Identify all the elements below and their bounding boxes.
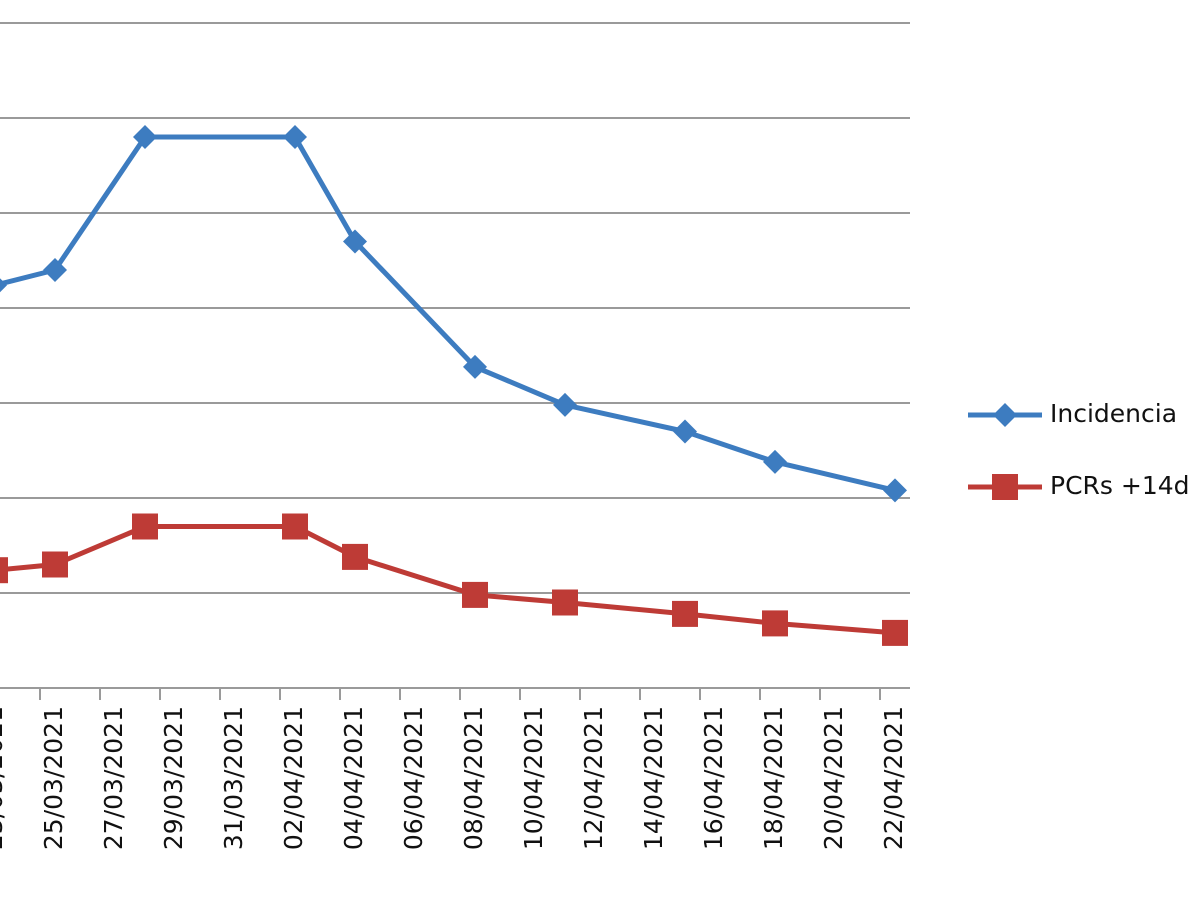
data-point — [463, 354, 487, 379]
legend-marker — [993, 403, 1017, 427]
data-point — [282, 513, 308, 540]
x-tick-label: 22/04/2021 — [879, 706, 908, 850]
data-point — [343, 229, 367, 254]
data-point — [342, 543, 368, 570]
legend-label: PCRs +14d — [1050, 471, 1190, 500]
x-tick-label: 10/04/2021 — [519, 706, 548, 850]
x-tick-label: 14/04/2021 — [639, 706, 668, 850]
data-point — [883, 478, 907, 503]
data-point — [42, 551, 68, 578]
x-tick-label: 31/03/2021 — [219, 706, 248, 850]
data-point — [462, 581, 488, 608]
legend-marker — [992, 474, 1018, 500]
data-point — [43, 258, 67, 282]
x-tick-label: 06/04/2021 — [399, 706, 428, 850]
series-line — [0, 134, 896, 493]
data-point — [132, 513, 158, 540]
x-tick-label: 16/04/2021 — [699, 706, 728, 850]
legend-label: Incidencia — [1050, 399, 1177, 428]
data-point — [283, 125, 307, 149]
x-tick-label: 08/04/2021 — [459, 706, 488, 850]
data-point — [553, 392, 577, 417]
x-tick-label: 23/03/2021 — [0, 706, 8, 850]
data-point — [552, 589, 578, 616]
data-point — [133, 125, 157, 149]
x-tick-label: 12/04/2021 — [579, 706, 608, 850]
x-tick-label: 27/03/2021 — [99, 706, 128, 850]
data-point — [762, 610, 788, 637]
data-point — [672, 600, 698, 627]
x-tick-label: 20/04/2021 — [819, 706, 848, 850]
data-point — [673, 419, 697, 444]
data-point — [0, 557, 8, 584]
x-tick-label: 25/03/2021 — [39, 706, 68, 850]
data-point — [0, 278, 7, 293]
x-tick-label: 04/04/2021 — [339, 706, 368, 850]
data-point — [763, 449, 787, 474]
x-tick-label: 18/04/2021 — [759, 706, 788, 850]
x-tick-label: 02/04/2021 — [279, 706, 308, 850]
data-point — [882, 619, 908, 646]
series-line — [0, 524, 896, 636]
x-tick-label: 29/03/2021 — [159, 706, 188, 850]
